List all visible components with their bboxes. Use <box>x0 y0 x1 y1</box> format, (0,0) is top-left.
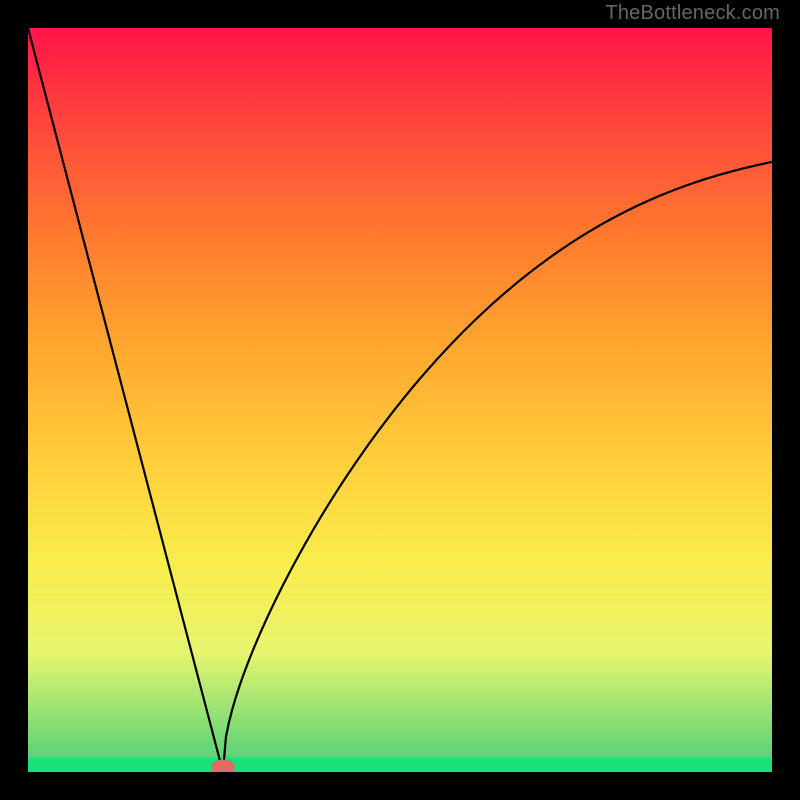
outer-frame: TheBottleneck.com <box>0 0 800 800</box>
gradient-background <box>28 28 772 772</box>
baseline-band <box>28 758 772 772</box>
chart-svg <box>28 28 772 772</box>
watermark-label: TheBottleneck.com <box>605 2 780 25</box>
chart-plot-area <box>28 28 772 772</box>
